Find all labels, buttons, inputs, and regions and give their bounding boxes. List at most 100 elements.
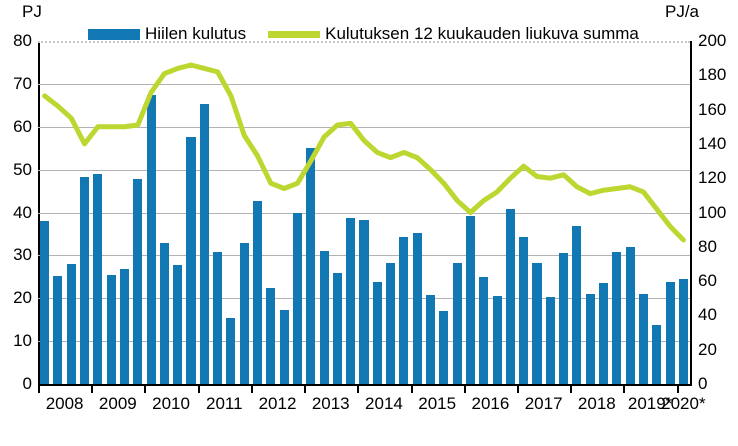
bar [106,274,116,384]
x-axis-label: 2009 [98,394,137,413]
bar [386,262,396,384]
plot-axis-right [690,41,692,386]
bar [519,237,529,384]
bar [173,264,183,384]
bar [186,137,196,384]
left-axis-tick-label: 50 [13,159,32,179]
plot-axis-left [38,41,40,386]
x-axis-label: 2011 [206,394,243,413]
bar [119,269,129,384]
x-axis-tick [38,384,40,393]
x-axis-tick [676,384,679,393]
line-series [42,62,686,243]
bar [572,226,582,384]
right-axis-tick-label: 20 [698,339,717,359]
bar [40,221,50,384]
x-axis-tick [570,384,573,393]
bar [93,173,103,384]
x-axis-tick [91,384,94,393]
left-axis-tick-label: 70 [13,73,32,93]
bar [213,251,223,384]
bar [426,295,436,384]
bar [199,104,209,384]
bar [545,296,555,384]
bar [439,311,449,384]
bar [559,253,569,384]
bar [292,213,302,384]
bar [678,278,688,384]
bar [585,293,595,384]
x-axis-label: 2017 [524,394,563,413]
bar [346,218,356,384]
bar [652,324,662,384]
bar [625,246,635,384]
left-axis-tick-label: 10 [13,331,32,351]
legend-item-line: Kulutuksen 12 kuukauden liukuva summa [268,24,661,44]
left-axis-tick-label: 30 [13,245,32,265]
gridline [38,169,690,171]
bar [399,236,409,384]
left-axis-tick-label: 80 [13,31,32,50]
left-axis-tick-label: 0 [22,374,32,393]
x-axis-tick [410,384,413,393]
x-axis-label: 2014 [365,394,403,413]
bar [133,179,143,384]
x-axis-label: 2018 [577,394,616,413]
bar [66,263,76,384]
right-axis-tick-label: 60 [698,271,717,291]
legend-bar-swatch-icon [88,28,140,40]
gridline [38,126,690,128]
x-axis-label: 2015 [418,394,457,413]
bar [359,219,369,384]
bar [279,309,289,384]
bar [146,94,156,384]
bar [332,273,342,384]
legend-item-bars: Hiilen kulutus [88,24,268,44]
moving-average-line [42,62,686,243]
x-axis-label: 2012 [258,394,297,413]
plot-axis-bottom [38,384,692,386]
bar [266,287,276,384]
bar [598,283,609,384]
bar [159,243,169,384]
x-axis-tick [357,384,360,393]
right-axis-tick-label: 120 [698,168,727,188]
gridline [38,83,690,85]
bar [452,263,462,384]
x-axis-tick [197,384,200,393]
x-axis-tick [517,384,520,393]
right-axis-tick-label: 80 [698,236,717,256]
bar [80,177,90,384]
bar [319,251,329,384]
right-axis-tick-label: 100 [698,202,727,222]
x-axis-tick [623,384,626,393]
bar [638,293,648,384]
x-axis-tick [250,384,253,393]
bar [412,232,422,384]
bar [465,215,475,384]
bar [53,275,63,384]
x-axis-tick [144,384,147,393]
gridline [38,41,690,44]
x-axis-label: 2020* [661,394,706,413]
bar [239,242,249,384]
legend-label-line: Kulutuksen 12 kuukauden liukuva summa [325,24,639,43]
chart-legend: Hiilen kulutus Kulutuksen 12 kuukauden l… [88,24,661,44]
legend-line-swatch-icon [268,30,321,38]
bar [226,318,236,384]
x-axis-label: 2019* [627,394,673,413]
bar [253,200,263,384]
left-axis-unit-label: PJ [22,2,42,21]
bar [372,281,382,384]
right-axis-tick-label: 40 [698,305,717,325]
right-axis-tick-label: 200 [698,31,727,50]
bar [532,263,542,384]
left-axis-tick-label: 60 [13,116,32,136]
plot-area [38,41,690,384]
left-axis-tick-label: 40 [13,202,32,222]
bar [612,251,622,384]
x-axis-label: 2013 [311,394,350,413]
right-axis-unit-label: PJ/a [665,2,700,21]
left-axis-tick-label: 20 [13,288,32,308]
